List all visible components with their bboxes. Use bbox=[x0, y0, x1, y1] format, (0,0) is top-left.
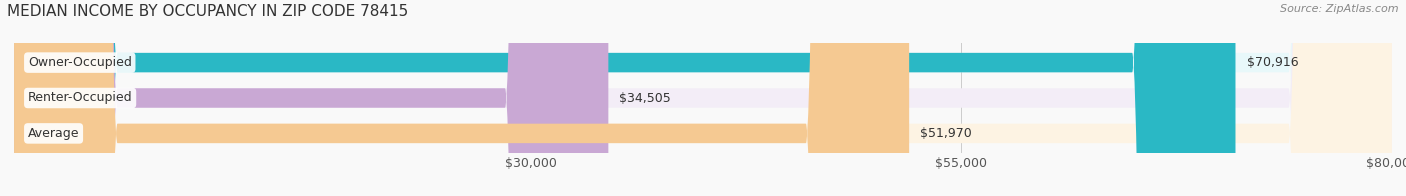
Text: Source: ZipAtlas.com: Source: ZipAtlas.com bbox=[1281, 4, 1399, 14]
Text: Average: Average bbox=[28, 127, 79, 140]
FancyBboxPatch shape bbox=[14, 0, 1236, 196]
Text: $70,916: $70,916 bbox=[1247, 56, 1298, 69]
Text: $51,970: $51,970 bbox=[920, 127, 972, 140]
Text: Owner-Occupied: Owner-Occupied bbox=[28, 56, 132, 69]
FancyBboxPatch shape bbox=[14, 0, 1392, 196]
Text: MEDIAN INCOME BY OCCUPANCY IN ZIP CODE 78415: MEDIAN INCOME BY OCCUPANCY IN ZIP CODE 7… bbox=[7, 4, 408, 19]
Text: $34,505: $34,505 bbox=[620, 92, 671, 104]
Text: Renter-Occupied: Renter-Occupied bbox=[28, 92, 132, 104]
FancyBboxPatch shape bbox=[14, 0, 1392, 196]
FancyBboxPatch shape bbox=[14, 0, 910, 196]
FancyBboxPatch shape bbox=[14, 0, 1392, 196]
FancyBboxPatch shape bbox=[14, 0, 609, 196]
